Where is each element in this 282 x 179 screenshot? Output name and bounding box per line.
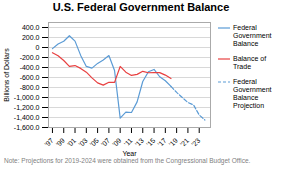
svg-text:-1,400.0: -1,400.0 — [14, 114, 40, 121]
html-text:Federal Government Balance Pro: Federal Government Balance Projection — [233, 78, 272, 109]
svg-text:'11: '11 — [123, 137, 134, 148]
html-text:Balance of Trade: Balance of Trade — [233, 55, 267, 70]
svg-text:'01: '01 — [66, 137, 77, 148]
svg-text:-600.0: -600.0 — [20, 74, 40, 81]
svg-text:400.0: 400.0 — [22, 24, 40, 31]
svg-text:'09: '09 — [111, 137, 122, 148]
svg-text:'17: '17 — [156, 137, 167, 148]
html-text:U.S. Federal Government Balanc: U.S. Federal Government Balance — [52, 1, 230, 13]
svg-text:Billions of Dollars: Billions of Dollars — [3, 48, 10, 102]
svg-text:-1,000.0: -1,000.0 — [14, 94, 40, 101]
svg-text:'23: '23 — [190, 137, 201, 148]
html-text:Note: Projections for 2019-202: Note: Projections for 2019-2024 were obt… — [4, 157, 251, 164]
html-text:Federal Government Balance: Federal Government Balance — [233, 24, 272, 47]
svg-text:'07: '07 — [100, 137, 111, 148]
svg-text:'13: '13 — [134, 137, 145, 148]
svg-text:-200.0: -200.0 — [20, 54, 40, 61]
svg-text:'19: '19 — [168, 137, 179, 148]
svg-text:-400.0: -400.0 — [20, 64, 40, 71]
svg-text:200.0: 200.0 — [22, 34, 40, 41]
svg-text:'97: '97 — [43, 137, 54, 148]
svg-text:0: 0 — [36, 44, 40, 51]
svg-text:'05: '05 — [88, 137, 99, 148]
svg-text:Year: Year — [122, 150, 137, 157]
svg-text:'99: '99 — [55, 137, 66, 148]
svg-text:-1,200.0: -1,200.0 — [14, 104, 40, 111]
svg-text:'03: '03 — [77, 137, 88, 148]
svg-text:'21: '21 — [179, 137, 190, 148]
svg-text:-1,600.0: -1,600.0 — [14, 124, 40, 131]
svg-text:'15: '15 — [145, 137, 156, 148]
svg-text:-800.0: -800.0 — [20, 84, 40, 91]
